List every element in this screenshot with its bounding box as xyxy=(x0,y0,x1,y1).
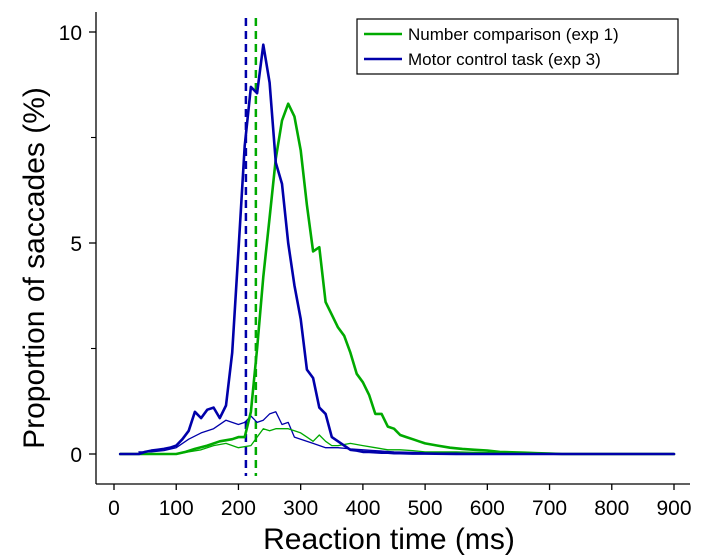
x-tick-label-0: 0 xyxy=(108,497,120,520)
x-tick-label-900: 900 xyxy=(656,497,691,520)
reference-lines xyxy=(244,18,258,476)
series-layer xyxy=(118,43,676,456)
series-line-1-main xyxy=(118,43,676,456)
legend-box xyxy=(356,18,679,75)
legend-label-motor-control: Motor control task (exp 3) xyxy=(408,50,601,69)
x-tick-label-600: 600 xyxy=(470,497,505,520)
legend: Number comparison (exp 1) Motor control … xyxy=(356,18,679,75)
x-tick-label-800: 800 xyxy=(594,497,629,520)
x-tick-label-400: 400 xyxy=(345,497,380,520)
x-tick-label-300: 300 xyxy=(283,497,318,520)
y-tick-label-5: 5 xyxy=(70,233,82,256)
x-tick-label-200: 200 xyxy=(221,497,256,520)
x-axis-title: Reaction time (ms) xyxy=(263,523,515,556)
legend-label-number-comparison: Number comparison (exp 1) xyxy=(408,25,619,44)
series-line-0-main xyxy=(118,102,676,456)
y-tick-label-0: 0 xyxy=(70,444,82,467)
x-tick-label-500: 500 xyxy=(408,497,443,520)
x-tick-label-700: 700 xyxy=(532,497,567,520)
y-tick-label-10: 10 xyxy=(59,22,82,45)
series-line-2-thin xyxy=(175,428,551,455)
y-axis-title: Proportion of saccades (%) xyxy=(18,87,51,449)
axes: 0 100 200 300 400 500 600 700 800 900 0 5 10 xyxy=(59,12,692,520)
x-tick-label-100: 100 xyxy=(159,497,194,520)
